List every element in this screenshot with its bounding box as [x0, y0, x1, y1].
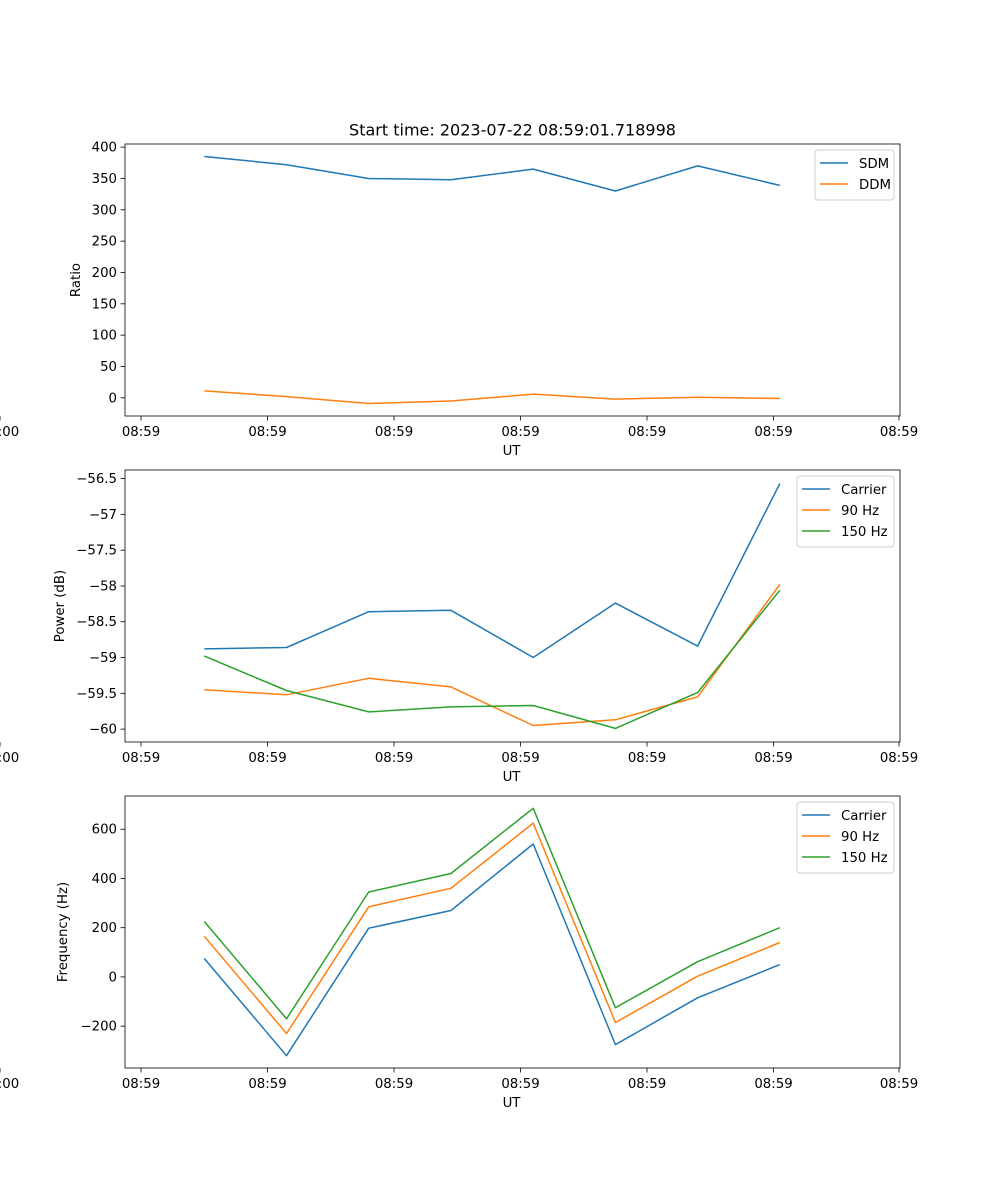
legend: Carrier 90 Hz 150 Hz [796, 475, 895, 548]
x-tick-label: 08:59 [248, 1077, 286, 1092]
x-tick-label: 08:59 [501, 1077, 539, 1092]
axes-frame [124, 143, 901, 417]
x-tick-label: 08:59 [628, 1077, 666, 1092]
series-line-90-hz [203, 822, 781, 1035]
y-tick-label: 400 [92, 141, 117, 156]
y-tick-label: 400 [92, 872, 117, 887]
x-tick-label: 08:59 [754, 751, 792, 766]
y-tick-label: 150 [92, 297, 117, 312]
y-tick-label: 300 [92, 203, 117, 218]
axes-frame [124, 795, 901, 1069]
y-tick-label: −57.5 [76, 544, 117, 559]
x-tick-label: 08:59 [122, 1077, 160, 1092]
legend-entry-label: Carrier [841, 809, 887, 824]
x-tick-label: 09:00 [0, 751, 19, 766]
x-tick-label: 08:59 [880, 1077, 918, 1092]
y-axis-label: Power (dB) [53, 570, 68, 642]
y-axis-label: Ratio [69, 263, 84, 297]
series-line-150-hz [203, 807, 781, 1020]
subplot-1: 08:59 08:59 08:59 08:59 08:59 08:59 08:59 09:00… [0, 141, 918, 459]
y-tick-label: 250 [92, 235, 117, 250]
legend-entry-label: Carrier [841, 483, 887, 498]
x-tick-label: 08:59 [122, 425, 160, 440]
x-tick-label: 08:59 [880, 425, 918, 440]
y-tick-label: 200 [92, 921, 117, 936]
x-tick-label: 08:59 [375, 425, 413, 440]
y-tick-label: 350 [92, 172, 117, 187]
x-tick-label: 08:59 [248, 425, 286, 440]
y-tick-label: 0 [109, 970, 117, 985]
x-tick-label: 08:59 [754, 1077, 792, 1092]
x-tick-label: 08:59 [501, 425, 539, 440]
y-tick-label: −59.5 [76, 687, 117, 702]
y-tick-label: 100 [92, 329, 117, 344]
y-tick-label: −56.5 [76, 472, 117, 487]
legend-entry-label: 90 Hz [841, 504, 879, 519]
figure-title: Start time: 2023-07-22 08:59:01.718998 [349, 121, 676, 140]
y-tick-label: −200 [80, 1020, 117, 1035]
legend-entry-label: 150 Hz [841, 851, 888, 866]
legend-box [796, 801, 895, 874]
x-axis-label: UT [503, 770, 522, 785]
subplot-3: 08:59 08:59 08:59 08:59 08:59 08:59 08:59 09:00… [0, 795, 918, 1111]
x-tick-label: 09:00 [0, 1077, 19, 1092]
x-tick-label: 08:59 [628, 751, 666, 766]
x-tick-label: 08:59 [375, 751, 413, 766]
x-tick-label: 09:00 [0, 425, 19, 440]
legend: Carrier 90 Hz 150 Hz [796, 801, 895, 874]
x-axis-label: UT [503, 1096, 522, 1111]
legend-entry-label: SDM [859, 157, 889, 172]
x-tick-label: 08:59 [628, 425, 666, 440]
x-tick-label: 08:59 [375, 1077, 413, 1092]
x-tick-label: 08:59 [248, 751, 286, 766]
x-tick-label: 08:59 [122, 751, 160, 766]
y-tick-label: −58 [89, 579, 117, 594]
y-tick-label: 0 [109, 391, 117, 406]
y-axis-label: Frequency (Hz) [56, 882, 71, 982]
x-tick-label: 08:59 [754, 425, 792, 440]
subplot-2: 08:59 08:59 08:59 08:59 08:59 08:59 08:59 09:00… [0, 469, 918, 785]
series-line-150-hz [204, 589, 781, 730]
x-tick-label: 08:59 [880, 751, 918, 766]
y-tick-label: −58.5 [76, 615, 117, 630]
legend-entry-label: DDM [859, 178, 891, 193]
series-line-carrier [204, 483, 781, 659]
series-line-ddm [204, 390, 780, 405]
y-tick-label: 600 [92, 823, 117, 838]
legend: SDM DDM [814, 149, 895, 201]
y-tick-label: −57 [89, 508, 117, 523]
x-tick-label: 08:59 [501, 751, 539, 766]
chart-layer: 08:59 08:59 08:59 08:59 08:59 08:59 08:59 09:00… [0, 141, 918, 1111]
series-line-sdm [204, 155, 780, 192]
legend-box [796, 475, 895, 548]
axes-frame [124, 469, 901, 743]
legend-entry-label: 90 Hz [841, 830, 879, 845]
y-tick-label: 200 [92, 266, 117, 281]
y-tick-label: 50 [100, 360, 117, 375]
y-tick-label: −60 [89, 723, 117, 738]
y-tick-label: −59 [89, 651, 117, 666]
series-line-carrier [203, 843, 781, 1057]
x-axis-label: UT [503, 444, 522, 459]
legend-entry-label: 150 Hz [841, 525, 888, 540]
